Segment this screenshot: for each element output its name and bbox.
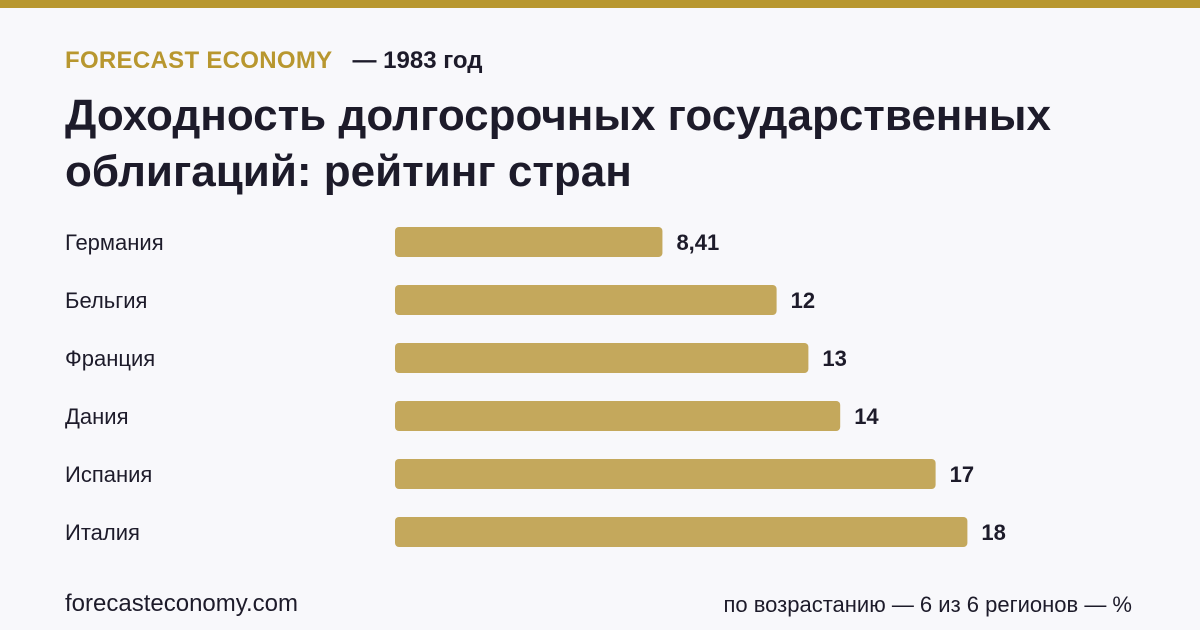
value-label: 12 xyxy=(791,288,815,313)
value-label: 17 xyxy=(950,462,974,487)
bar xyxy=(395,227,663,257)
value-label: 14 xyxy=(854,404,879,429)
value-label: 18 xyxy=(981,520,1005,545)
site-url: forecasteconomy.com xyxy=(65,590,298,617)
category-label: Бельгия xyxy=(65,288,147,313)
top-accent-stripe xyxy=(0,0,1200,8)
category-label: Дания xyxy=(65,404,129,429)
bar xyxy=(395,459,936,489)
bar xyxy=(395,517,968,547)
bar xyxy=(395,285,777,315)
brand-name: FORECAST ECONOMY xyxy=(65,47,333,74)
category-label: Испания xyxy=(65,462,152,487)
category-label: Франция xyxy=(65,346,155,371)
header: FORECAST ECONOMY — 1983 год xyxy=(65,44,482,78)
chart-title: Доходность долгосрочных государственных … xyxy=(65,91,1051,196)
value-label: 13 xyxy=(822,346,846,371)
bar xyxy=(395,401,841,431)
period-label: — 1983 год xyxy=(352,47,483,74)
value-label: 8,41 xyxy=(676,230,719,255)
category-label: Германия xyxy=(65,230,164,255)
chart-note: по возрастанию — 6 из 6 регионов — % xyxy=(723,592,1132,617)
bar xyxy=(395,343,809,373)
category-label: Италия xyxy=(65,520,140,545)
